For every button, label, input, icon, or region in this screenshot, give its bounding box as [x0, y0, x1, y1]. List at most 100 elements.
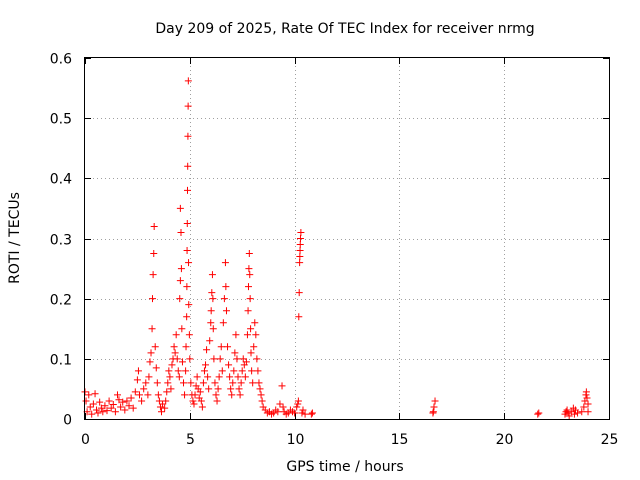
data-point — [148, 325, 156, 333]
data-point — [203, 346, 211, 354]
data-point — [237, 379, 245, 387]
data-point — [257, 391, 265, 399]
data-point — [231, 349, 239, 357]
data-point — [183, 283, 191, 291]
data-point — [221, 259, 229, 267]
x-tick-label: 15 — [391, 432, 409, 448]
data-point — [279, 403, 287, 411]
data-point — [228, 391, 236, 399]
data-point — [229, 379, 237, 387]
data-point — [258, 397, 266, 405]
data-point — [244, 307, 252, 315]
data-point — [246, 271, 254, 279]
data-point — [178, 325, 186, 333]
data-point — [146, 358, 154, 366]
data-point — [176, 204, 184, 212]
data-point — [184, 102, 192, 110]
data-point — [119, 398, 127, 406]
data-point — [218, 367, 226, 375]
data-point — [220, 295, 228, 303]
data-point — [150, 222, 158, 230]
data-point — [105, 397, 113, 405]
data-point — [214, 385, 222, 393]
data-point — [129, 404, 137, 412]
data-point — [86, 403, 94, 411]
data-point — [217, 343, 225, 351]
data-point — [193, 373, 201, 381]
data-point — [235, 385, 243, 393]
data-point — [233, 355, 241, 363]
y-tick-label: 0 — [63, 413, 72, 429]
data-point — [94, 409, 102, 417]
data-point — [185, 301, 193, 309]
data-point — [113, 391, 121, 399]
data-point — [307, 410, 315, 418]
data-point — [164, 379, 172, 387]
data-point — [185, 331, 193, 339]
data-point — [535, 409, 543, 417]
data-point — [85, 391, 93, 399]
data-point — [299, 406, 307, 414]
data-point — [153, 379, 161, 387]
data-point — [147, 349, 155, 357]
data-point — [431, 397, 439, 405]
y-axis-label: ROTI / TECUs — [7, 192, 23, 284]
data-point — [207, 319, 215, 327]
data-point — [236, 391, 244, 399]
data-point — [138, 397, 146, 405]
data-point — [570, 410, 578, 418]
data-point — [183, 313, 191, 321]
data-point — [219, 319, 227, 327]
data-point — [246, 295, 254, 303]
data-point — [242, 358, 250, 366]
data-point — [563, 406, 571, 414]
data-point — [99, 408, 107, 416]
data-point — [249, 379, 257, 387]
data-point — [152, 364, 160, 372]
data-point — [109, 401, 117, 409]
data-point — [209, 325, 217, 333]
data-point — [133, 376, 141, 384]
data-point — [209, 295, 217, 303]
data-point — [182, 367, 190, 375]
data-point — [101, 402, 109, 410]
data-point — [291, 409, 299, 417]
x-tick-label: 0 — [81, 432, 90, 448]
data-point — [580, 403, 588, 411]
data-point — [134, 367, 142, 375]
data-point — [534, 410, 542, 418]
data-point — [158, 408, 166, 416]
data-point — [167, 385, 175, 393]
data-point — [212, 391, 220, 399]
data-point — [173, 355, 181, 363]
data-point — [564, 409, 572, 417]
data-point — [183, 186, 191, 194]
y-tick-label: 0.1 — [50, 353, 72, 369]
data-point — [243, 331, 251, 339]
data-point — [210, 355, 218, 363]
data-point — [253, 355, 261, 363]
data-point — [181, 391, 189, 399]
data-point — [251, 319, 259, 327]
data-point — [142, 379, 150, 387]
data-point — [222, 307, 230, 315]
data-point — [429, 408, 437, 416]
data-point — [207, 307, 215, 315]
data-point — [180, 379, 188, 387]
data-point — [301, 410, 309, 418]
data-point — [247, 325, 255, 333]
data-point — [177, 265, 185, 273]
x-axis-label: GPS time / hours — [286, 459, 403, 475]
data-point — [111, 408, 119, 416]
data-point — [196, 388, 204, 396]
data-point — [215, 373, 223, 381]
data-point — [583, 394, 591, 402]
data-point — [256, 385, 264, 393]
data-point — [200, 367, 208, 375]
data-point — [93, 406, 101, 414]
data-point — [222, 283, 230, 291]
data-point — [298, 409, 306, 417]
data-point — [430, 403, 438, 411]
y-tick-label: 0.4 — [50, 172, 72, 188]
data-point — [197, 397, 205, 405]
